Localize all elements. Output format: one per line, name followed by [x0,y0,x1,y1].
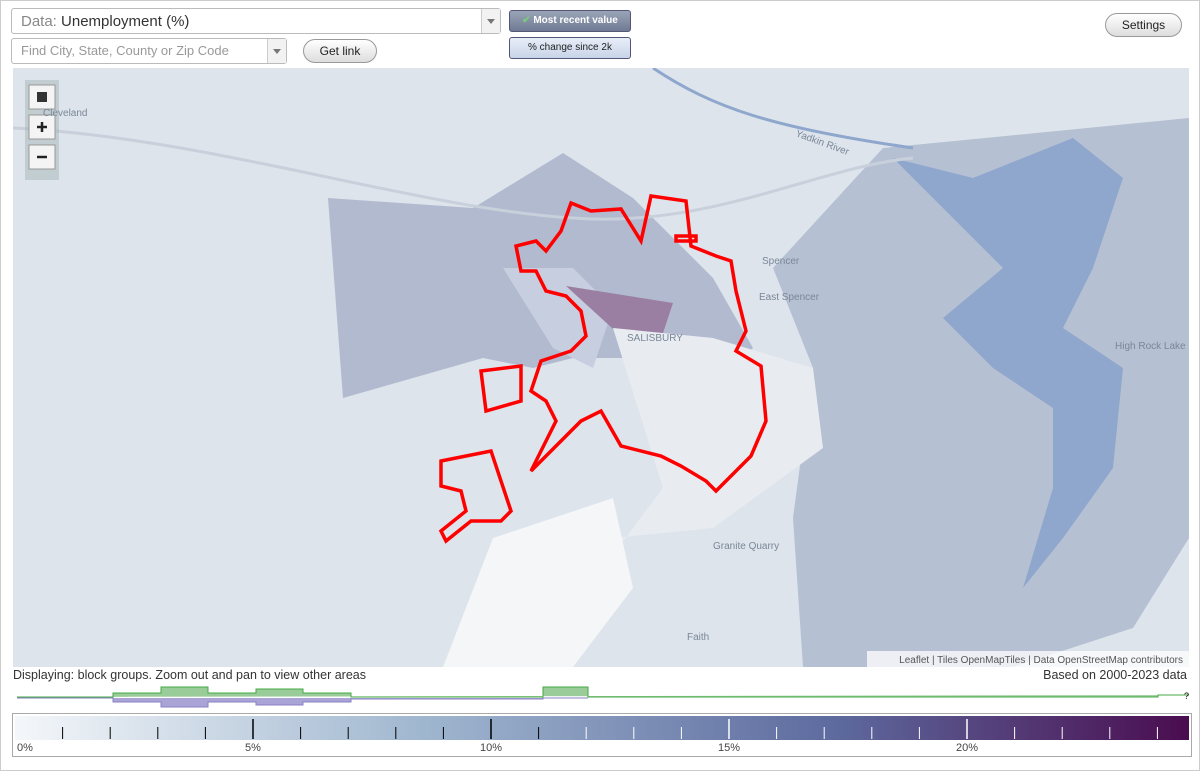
legend-label: 0% [17,742,33,754]
place-label: Cleveland [43,108,87,119]
data-years: Based on 2000-2023 data [1043,668,1187,682]
zoom-controls [28,84,56,170]
legend-label: 5% [245,742,261,754]
place-label: Faith [687,632,709,643]
place-label: SALISBURY [627,333,683,344]
zoom-in-button[interactable] [28,114,56,140]
mode-button[interactable]: ✔ Most recent value [509,10,631,32]
settings-button[interactable]: Settings [1105,13,1182,37]
data-label: Data: [21,13,57,30]
place-label: East Spencer [759,292,820,303]
place-label: Spencer [762,256,800,267]
search-placeholder: Find City, State, County or Zip Code [21,43,229,58]
legend-label: 10% [480,742,502,754]
city-boundary [438,194,768,544]
data-value: Unemployment (%) [61,13,190,30]
histogram: ? [17,686,1189,708]
mode-button[interactable]: % change since 2k [509,37,631,59]
status-text: Displaying: block groups. Zoom out and p… [13,668,366,682]
search-input[interactable]: Find City, State, County or Zip Code [11,38,287,64]
attribution: Leaflet | Tiles OpenMapTiles | Data Open… [899,655,1183,666]
legend-label: 15% [718,742,740,754]
get-link-button[interactable]: Get link [303,39,377,63]
mode-text: Most recent value [533,15,618,26]
data-select[interactable]: Data: Unemployment (%) [11,8,501,34]
legend: 0% 5% 10% 15% 20% [12,713,1192,757]
place-label: Granite Quarry [713,541,779,552]
place-label: High Rock Lake [1115,341,1186,352]
unknown-label: ? [1184,691,1189,701]
legend-label: 20% [956,742,978,754]
